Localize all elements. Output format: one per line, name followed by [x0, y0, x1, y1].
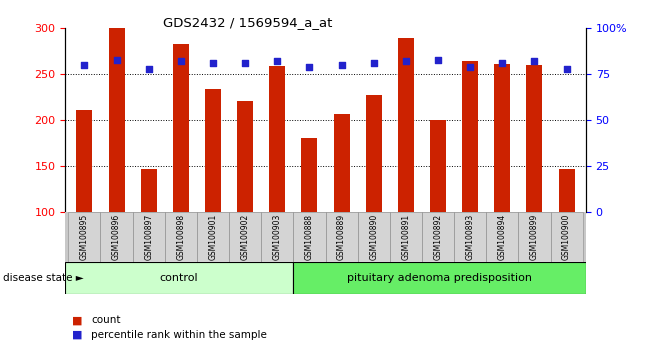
- Point: [111, 57, 122, 62]
- Text: GSM100889: GSM100889: [337, 214, 346, 260]
- Bar: [173, 44, 189, 212]
- Bar: [133, 212, 165, 262]
- Text: GSM100902: GSM100902: [241, 214, 249, 260]
- Bar: [141, 169, 157, 212]
- Text: GSM100895: GSM100895: [80, 214, 89, 260]
- Bar: [390, 212, 422, 262]
- Bar: [398, 39, 414, 212]
- Point: [529, 59, 540, 64]
- Point: [240, 61, 251, 66]
- Point: [272, 59, 283, 64]
- Text: GSM100901: GSM100901: [208, 214, 217, 260]
- Point: [561, 66, 572, 72]
- Bar: [100, 212, 133, 262]
- Bar: [422, 212, 454, 262]
- Bar: [430, 120, 446, 212]
- Point: [433, 57, 443, 62]
- Point: [400, 59, 411, 64]
- Bar: [326, 212, 357, 262]
- Bar: [76, 110, 92, 212]
- Bar: [229, 212, 261, 262]
- Text: GSM100896: GSM100896: [112, 214, 121, 260]
- Text: percentile rank within the sample: percentile rank within the sample: [91, 330, 267, 339]
- Bar: [518, 212, 551, 262]
- Text: GSM100890: GSM100890: [369, 214, 378, 260]
- Text: ■: ■: [72, 315, 82, 325]
- Bar: [109, 28, 124, 212]
- Text: GSM100893: GSM100893: [465, 214, 475, 260]
- Text: pituitary adenoma predisposition: pituitary adenoma predisposition: [347, 273, 532, 283]
- Bar: [270, 66, 285, 212]
- Bar: [551, 212, 583, 262]
- Text: GSM100894: GSM100894: [498, 214, 507, 260]
- Point: [176, 59, 186, 64]
- Bar: [454, 212, 486, 262]
- Bar: [559, 169, 575, 212]
- Text: ■: ■: [72, 330, 82, 339]
- Text: control: control: [159, 273, 199, 283]
- Point: [208, 61, 218, 66]
- Text: GSM100899: GSM100899: [530, 214, 539, 260]
- Text: disease state ►: disease state ►: [3, 273, 84, 283]
- Bar: [65, 262, 293, 294]
- Point: [465, 64, 475, 70]
- Bar: [494, 64, 510, 212]
- Text: GSM100892: GSM100892: [434, 214, 443, 260]
- Bar: [261, 212, 294, 262]
- Text: count: count: [91, 315, 120, 325]
- Bar: [205, 89, 221, 212]
- Bar: [165, 212, 197, 262]
- Text: GSM100898: GSM100898: [176, 214, 186, 260]
- Bar: [301, 138, 318, 212]
- Text: GSM100897: GSM100897: [144, 214, 153, 260]
- Text: GDS2432 / 1569594_a_at: GDS2432 / 1569594_a_at: [163, 16, 332, 29]
- Text: GSM100888: GSM100888: [305, 214, 314, 260]
- Point: [337, 62, 347, 68]
- Point: [368, 61, 379, 66]
- Bar: [357, 212, 390, 262]
- Bar: [68, 212, 100, 262]
- Point: [304, 64, 314, 70]
- Text: GSM100900: GSM100900: [562, 214, 571, 261]
- Bar: [486, 212, 518, 262]
- Bar: [197, 212, 229, 262]
- Bar: [366, 95, 381, 212]
- Text: GSM100891: GSM100891: [402, 214, 410, 260]
- Bar: [527, 65, 542, 212]
- Point: [143, 66, 154, 72]
- Bar: [333, 114, 350, 212]
- Text: GSM100903: GSM100903: [273, 214, 282, 261]
- Bar: [237, 101, 253, 212]
- Bar: [294, 212, 326, 262]
- Point: [79, 62, 90, 68]
- Bar: [293, 262, 586, 294]
- Bar: [462, 62, 478, 212]
- Point: [497, 61, 508, 66]
